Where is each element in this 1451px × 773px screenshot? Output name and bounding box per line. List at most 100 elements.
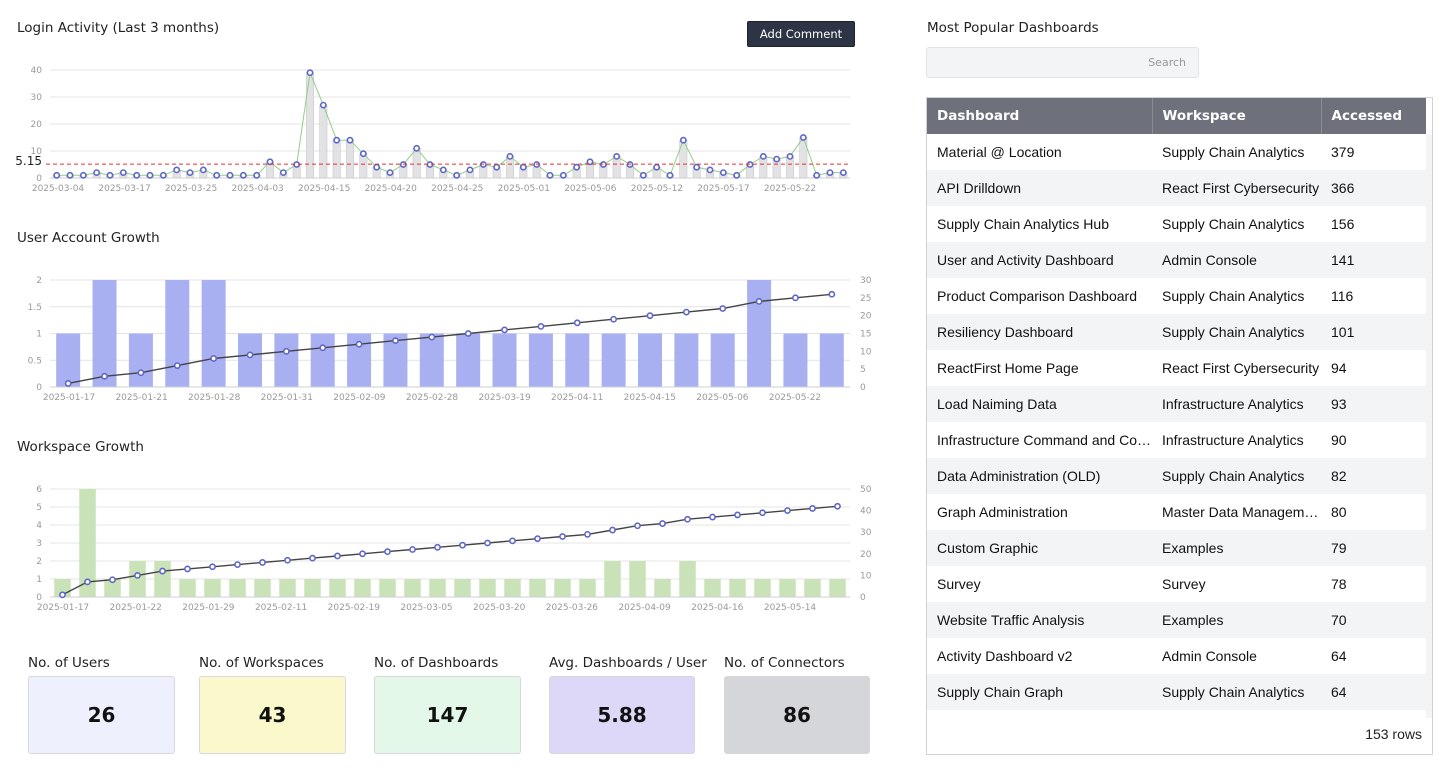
data-point: [828, 290, 836, 298]
y-tick-label: 3: [36, 539, 42, 549]
data-point: [537, 322, 545, 330]
y-tick-label: 0: [36, 383, 42, 393]
data-point: [784, 507, 791, 514]
x-tick-label: 2025-05-06: [696, 393, 749, 403]
popular-dashboards-title: Most Popular Dashboards: [927, 20, 1099, 36]
bar: [254, 579, 271, 597]
data-point: [534, 535, 541, 543]
bar: [679, 561, 696, 597]
workspace-cell: Master Data Management: [1162, 504, 1321, 520]
data-point: [639, 171, 647, 179]
table-row[interactable]: Load Naiming Data Infrastructure Analytic…: [927, 386, 1426, 422]
table-header-row: Dashboard Workspace Accessed: [927, 98, 1426, 134]
row-count: 153 rows: [1365, 726, 1422, 742]
table-scroll-area[interactable]: Dashboard Workspace Accessed Material @ …: [927, 98, 1426, 718]
table-row[interactable]: Survey Survey 78: [927, 566, 1426, 602]
data-point: [213, 171, 221, 179]
table-row[interactable]: Supply Chain Graph Supply Chain Analytics…: [927, 674, 1426, 710]
data-point: [573, 319, 581, 327]
table-row[interactable]: Website Traffic Analysis Examples 70: [927, 602, 1426, 638]
data-point: [64, 380, 72, 387]
x-tick-label: 2025-04-15: [624, 393, 676, 403]
x-tick-label: 2025-04-16: [691, 603, 744, 613]
dashboard-cell: Material @ Location: [937, 144, 1062, 160]
popular-dashboards-table: Dashboard Workspace Accessed Material @ …: [926, 97, 1433, 755]
bar: [638, 333, 662, 387]
data-point: [706, 166, 714, 174]
login-activity-chart: 0 10 20 30 40 2025-03-04 2025-03-17 2025-03-25 2…: [15, 66, 850, 194]
bar: [729, 579, 746, 597]
data-point: [609, 526, 616, 534]
workspace-cell: Examples: [1152, 602, 1321, 638]
x-tick-label: 2025-05-14: [764, 603, 817, 613]
stat-value: 26: [28, 676, 175, 754]
table-row[interactable]: API Drilldown React First Cybersecurity 36…: [927, 170, 1426, 206]
workspace-cell: Supply Chain Analytics: [1162, 288, 1305, 304]
bar: [529, 579, 546, 597]
bar: [204, 579, 221, 597]
data-point: [226, 171, 234, 179]
table-row[interactable]: Supply Chain Analytics Hub Supply Chain A…: [927, 206, 1426, 242]
table-row[interactable]: Graph Administration Master Data Manageme…: [927, 494, 1426, 530]
table-row[interactable]: Infrastructure Command and Control Infras…: [927, 422, 1426, 458]
data-point: [253, 171, 261, 179]
table-row[interactable]: Custom Graphic Examples 79: [927, 530, 1426, 566]
y2-tick-label: 15: [860, 330, 871, 340]
table-row[interactable]: Product Comparison Dashboard Supply Chain…: [927, 278, 1426, 314]
table-row[interactable]: Material @ Location Supply Chain Analytic…: [927, 134, 1426, 170]
table-row[interactable]: ReactFirst Home Page React First Cybersec…: [927, 350, 1426, 386]
data-point: [319, 101, 327, 109]
stat-label: No. of Workspaces: [199, 655, 324, 671]
y-tick-label: 1.5: [28, 303, 42, 313]
x-tick-label: 2025-03-19: [478, 393, 531, 403]
accessed-cell: 156: [1331, 216, 1355, 232]
x-tick-label: 2025-04-15: [298, 184, 350, 194]
table-row[interactable]: Resiliency Dashboard Supply Chain Analyti…: [927, 314, 1426, 350]
stat-label: No. of Dashboards: [374, 655, 499, 671]
data-point: [159, 567, 166, 575]
table-row[interactable]: Activity Dashboard v2 Admin Console 64: [927, 638, 1426, 674]
x-tick-label: 2025-03-04: [32, 184, 85, 194]
dashboard-cell: Resiliency Dashboard: [927, 314, 1152, 350]
table-row[interactable]: Data Administration (OLD) Supply Chain An…: [927, 458, 1426, 494]
y-tick-label: 6: [36, 485, 42, 495]
search-input[interactable]: [926, 47, 1199, 78]
stat-label: Avg. Dashboards / User: [549, 655, 707, 671]
x-tick-label: 2025-02-19: [328, 603, 381, 613]
column-header-accessed[interactable]: Accessed: [1321, 98, 1426, 134]
data-point: [792, 294, 799, 302]
data-point: [584, 530, 591, 538]
bar: [654, 579, 671, 597]
y2-tick-label: 20: [860, 312, 872, 322]
series-line: [68, 293, 832, 385]
bar: [804, 579, 821, 597]
data-point: [546, 171, 554, 179]
data-point: [282, 347, 290, 355]
dashboard-cell: Graph Administration: [937, 504, 1068, 520]
stat-workspaces: No. of Workspaces 43: [199, 655, 346, 754]
bar: [710, 333, 735, 387]
series-line: [62, 505, 838, 596]
table-scrollbar[interactable]: [1426, 134, 1432, 718]
y2-tick-label: 25: [860, 294, 871, 304]
data-point: [259, 559, 266, 566]
data-point: [813, 171, 821, 179]
table-row[interactable]: User and Activity Dashboard Admin Console…: [927, 242, 1426, 278]
data-point: [392, 337, 399, 345]
data-point: [79, 171, 87, 179]
bar: [747, 280, 772, 387]
bar: [56, 333, 81, 387]
column-header-dashboard[interactable]: Dashboard: [927, 98, 1153, 134]
add-comment-button[interactable]: Add Comment: [747, 21, 855, 47]
data-point: [439, 166, 447, 174]
y2-tick-label: 10: [860, 571, 872, 581]
x-tick-label: 2025-01-21: [115, 393, 167, 403]
bar: [128, 333, 153, 387]
y2-tick-label: 20: [860, 550, 872, 560]
column-header-workspace[interactable]: Workspace: [1152, 98, 1322, 134]
bar: [554, 579, 571, 597]
y-tick-label: 0.5: [28, 356, 42, 366]
data-point: [173, 362, 181, 369]
bar: [404, 579, 421, 597]
